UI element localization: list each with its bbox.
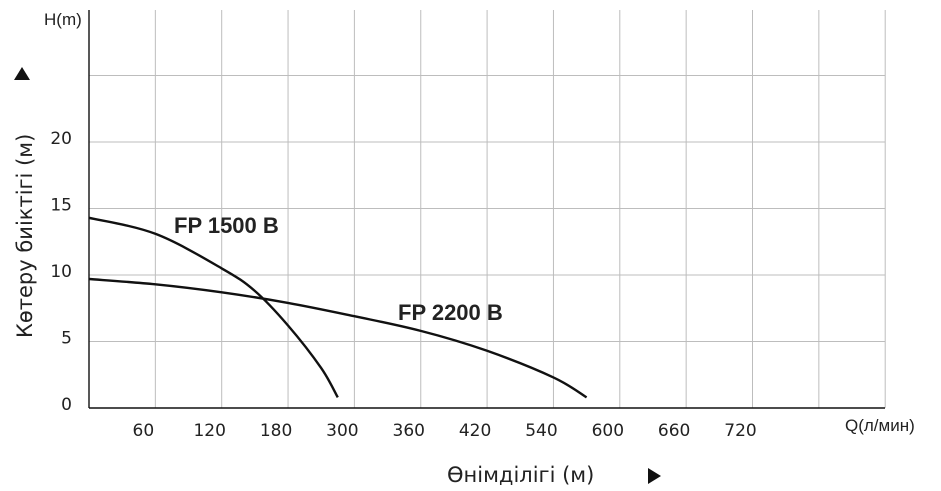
x-tick-label: 540 (525, 421, 557, 441)
y-tick-label: 5 (61, 329, 72, 349)
x-tick-label: 300 (326, 421, 358, 441)
y-axis-arrow-icon (14, 67, 30, 80)
series-label-fp2200b: FP 2200 B (398, 300, 503, 325)
x-tick-label: 120 (193, 421, 225, 441)
y-tick-label: 0 (61, 395, 72, 415)
x-axis-unit: Q(л/мин) (845, 416, 915, 435)
series-line-fp2200b (88, 277, 588, 399)
series-label-fp1500b: FP 1500 B (174, 213, 279, 238)
y-axis-unit: H(m) (44, 10, 82, 29)
horizontal-gridlines (89, 75, 885, 342)
axes (88, 10, 885, 409)
y-tick-label: 20 (50, 129, 72, 149)
y-axis-title: Көтеру биіктігі (м) (13, 134, 37, 338)
x-tick-label: 600 (592, 421, 624, 441)
series-curves (88, 216, 588, 399)
x-tick-label: 180 (260, 421, 292, 441)
y-tick-label: 10 (50, 262, 72, 282)
x-tick-label: 660 (658, 421, 690, 441)
x-tick-label: 720 (724, 421, 756, 441)
x-tick-label: 60 (133, 421, 155, 441)
x-tick-labels: 60 120 180 300 360 420 540 600 660 720 (133, 421, 757, 441)
x-tick-label: 360 (393, 421, 425, 441)
y-tick-label: 15 (50, 196, 72, 216)
series-line-fp1500b (88, 216, 339, 398)
x-axis-arrow-icon (648, 468, 661, 484)
y-tick-labels: 0 5 10 15 20 (50, 129, 72, 415)
x-axis-title: Өнімділігі (м) (447, 463, 594, 487)
x-tick-label: 420 (459, 421, 491, 441)
